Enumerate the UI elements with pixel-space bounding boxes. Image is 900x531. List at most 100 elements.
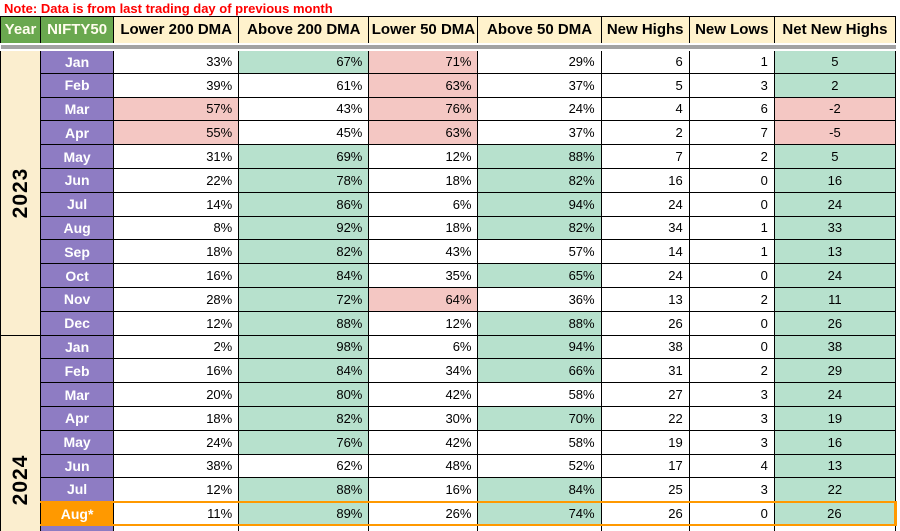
value-cell[interactable]: 82%	[238, 405, 370, 431]
value-cell[interactable]: 33	[773, 215, 897, 241]
value-cell[interactable]: 6	[600, 49, 690, 74]
value-cell[interactable]: 0	[688, 500, 775, 527]
value-cell[interactable]: 8%	[113, 215, 240, 241]
value-cell[interactable]: 24	[773, 263, 897, 288]
value-cell[interactable]: 24	[600, 191, 690, 217]
value-cell[interactable]: 20%	[113, 382, 240, 407]
value-cell[interactable]: 88%	[477, 310, 602, 336]
value-cell[interactable]: 61%	[238, 72, 370, 98]
value-cell[interactable]: 67%	[238, 49, 370, 74]
value-cell[interactable]: 24	[600, 263, 690, 288]
value-cell[interactable]: 52%	[477, 453, 602, 479]
value-cell[interactable]: 29%	[477, 49, 602, 74]
value-cell[interactable]: 13	[600, 286, 690, 312]
value-cell[interactable]: 82%	[477, 167, 602, 193]
value-cell[interactable]: 80%	[238, 382, 370, 407]
value-cell[interactable]: 70%	[477, 405, 602, 431]
value-cell[interactable]: 31%	[113, 144, 240, 169]
value-cell[interactable]: 78%	[238, 167, 370, 193]
value-cell[interactable]: 0	[688, 310, 775, 336]
value-cell[interactable]: 58%	[477, 382, 602, 407]
value-cell[interactable]: 16	[773, 167, 897, 193]
value-cell[interactable]: 19	[773, 405, 897, 431]
month-cell[interactable]: Aug	[40, 215, 115, 241]
value-cell[interactable]: 3	[688, 382, 775, 407]
value-cell[interactable]: 4	[688, 453, 775, 479]
column-header-lower-50-dma[interactable]: Lower 50 DMA	[368, 16, 479, 44]
value-cell[interactable]: 43%	[238, 96, 370, 122]
month-cell[interactable]: Feb	[40, 358, 115, 384]
month-cell[interactable]: Jul	[40, 477, 115, 503]
column-header-nifty50[interactable]: NIFTY50	[40, 16, 115, 44]
value-cell[interactable]: 88%	[238, 310, 370, 336]
value-cell[interactable]: 86%	[238, 191, 370, 217]
month-cell[interactable]: Jul	[40, 191, 115, 217]
value-cell[interactable]: 22%	[113, 167, 240, 193]
value-cell[interactable]: -2	[773, 96, 897, 122]
month-cell[interactable]: May	[40, 144, 115, 169]
value-cell[interactable]: 82%	[238, 239, 370, 265]
value-cell[interactable]: 11%	[113, 500, 240, 527]
value-cell[interactable]: 24%	[113, 429, 240, 455]
value-cell[interactable]: 13	[773, 239, 897, 265]
value-cell[interactable]: 18%	[113, 239, 240, 265]
value-cell[interactable]: 66%	[477, 358, 602, 384]
value-cell[interactable]: 2	[600, 120, 690, 146]
value-cell[interactable]: 2	[773, 72, 897, 98]
month-cell[interactable]: Jan	[40, 334, 115, 360]
value-cell[interactable]: 26	[773, 310, 897, 336]
value-cell[interactable]: 12%	[113, 310, 240, 336]
value-cell[interactable]: 38	[773, 334, 897, 360]
value-cell[interactable]: 57%	[477, 239, 602, 265]
value-cell[interactable]: 13	[773, 453, 897, 479]
value-cell[interactable]: 33%	[113, 49, 240, 74]
value-cell[interactable]: 2	[688, 144, 775, 169]
value-cell[interactable]: 25	[600, 477, 690, 503]
value-cell[interactable]: 6	[688, 96, 775, 122]
month-cell[interactable]: Mar	[40, 382, 115, 407]
column-header-above-200-dma[interactable]: Above 200 DMA	[238, 16, 370, 44]
value-cell[interactable]: 29	[773, 358, 897, 384]
value-cell[interactable]: 0	[688, 167, 775, 193]
value-cell[interactable]: 12%	[113, 477, 240, 503]
value-cell[interactable]: 6%	[368, 334, 479, 360]
month-cell[interactable]: Dec	[40, 310, 115, 336]
month-cell[interactable]	[40, 524, 115, 531]
value-cell[interactable]: 89%	[238, 500, 370, 527]
value-cell[interactable]: 0	[688, 334, 775, 360]
value-cell[interactable]: 92%	[238, 215, 370, 241]
value-cell[interactable]: 14	[600, 239, 690, 265]
value-cell[interactable]: 64%	[368, 286, 479, 312]
year-cell-2023[interactable]: 2023	[0, 49, 42, 336]
value-cell[interactable]: 26	[600, 310, 690, 336]
value-cell[interactable]: 18%	[113, 405, 240, 431]
value-cell[interactable]	[688, 524, 775, 531]
value-cell[interactable]: 34	[600, 215, 690, 241]
value-cell[interactable]: 37%	[477, 72, 602, 98]
value-cell[interactable]: 7	[688, 120, 775, 146]
value-cell[interactable]: 63%	[368, 72, 479, 98]
value-cell[interactable]: 7	[600, 144, 690, 169]
value-cell[interactable]: 18%	[368, 215, 479, 241]
value-cell[interactable]: 84%	[477, 477, 602, 503]
value-cell[interactable]	[773, 524, 897, 531]
value-cell[interactable]: 18%	[368, 167, 479, 193]
month-cell[interactable]: Oct	[40, 263, 115, 288]
value-cell[interactable]: 37%	[477, 120, 602, 146]
value-cell[interactable]	[600, 524, 690, 531]
value-cell[interactable]: 1	[688, 49, 775, 74]
value-cell[interactable]: 17	[600, 453, 690, 479]
value-cell[interactable]: 76%	[238, 429, 370, 455]
value-cell[interactable]: 72%	[238, 286, 370, 312]
month-cell[interactable]: Apr	[40, 120, 115, 146]
value-cell[interactable]: 24%	[477, 96, 602, 122]
column-header-new-highs[interactable]: New Highs	[600, 16, 690, 44]
value-cell[interactable]: 82%	[477, 215, 602, 241]
month-cell[interactable]: Mar	[40, 96, 115, 122]
column-header-year[interactable]: Year	[0, 16, 42, 44]
value-cell[interactable]: 48%	[368, 453, 479, 479]
value-cell[interactable]: 98%	[238, 334, 370, 360]
value-cell[interactable]: 63%	[368, 120, 479, 146]
month-cell[interactable]: May	[40, 429, 115, 455]
value-cell[interactable]: 57%	[113, 96, 240, 122]
